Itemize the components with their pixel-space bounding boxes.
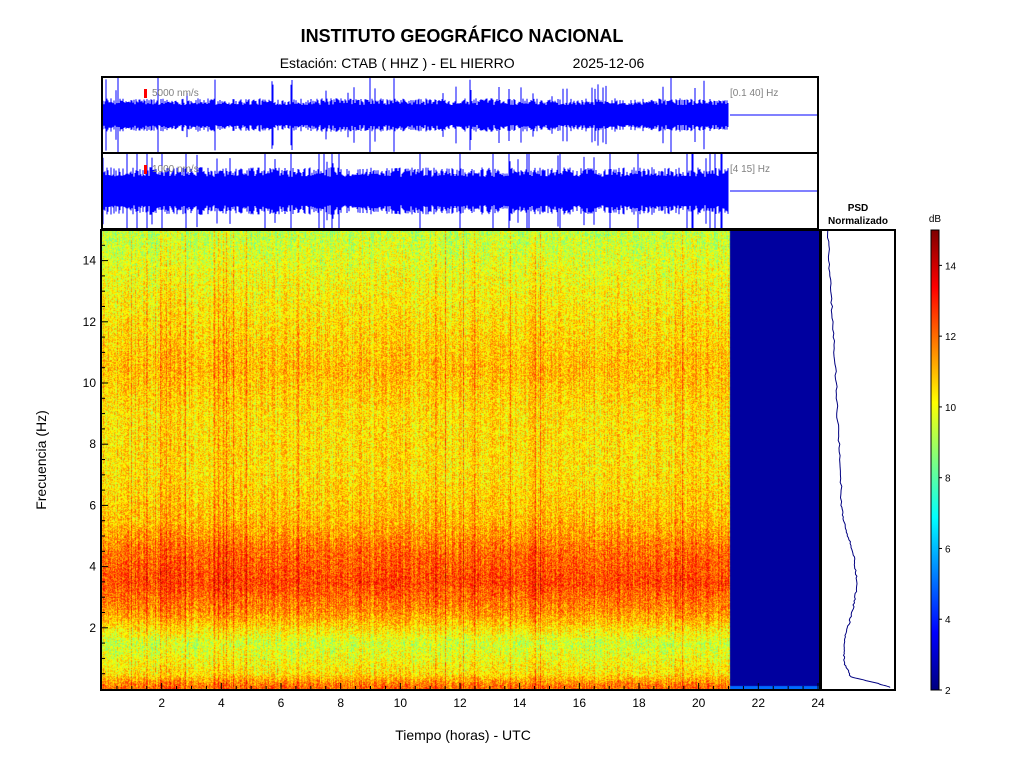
date-label: 2025-12-06 — [572, 55, 645, 71]
chart-title: INSTITUTO GEOGRÁFICO NACIONAL — [300, 26, 624, 46]
colorbar-label: dB — [929, 214, 942, 225]
x-tick-label: 6 — [278, 696, 285, 710]
colorbar-axis: 2 4 6 8 10 12 14 — [939, 261, 957, 697]
colorbar-gradient — [930, 229, 940, 691]
x-axis: 2 4 6 8 10 12 14 16 18 20 22 24 — [116, 683, 825, 710]
colorbar-tick-label: 4 — [945, 615, 951, 626]
colorbar-tick-label: 10 — [945, 403, 957, 414]
x-tick-label: 16 — [573, 696, 587, 710]
band-label: [4 15] Hz — [730, 164, 770, 175]
psd-panel: PSD Normalizado — [820, 203, 896, 691]
x-tick-label: 22 — [752, 696, 766, 710]
y-tick-label: 2 — [89, 621, 96, 635]
y-tick-label: 10 — [83, 376, 97, 390]
scale-marker — [144, 89, 147, 98]
y-tick-label: 6 — [89, 498, 96, 512]
seismogram-filtered-panel: 1000 nm/s [4 15] Hz — [101, 152, 819, 230]
x-tick-label: 20 — [692, 696, 706, 710]
x-tick-label: 18 — [632, 696, 646, 710]
x-axis-label: Tiempo (horas) - UTC — [395, 727, 531, 743]
x-tick-label: 4 — [218, 696, 225, 710]
colorbar-tick-label: 6 — [945, 544, 951, 555]
x-tick-label: 14 — [513, 696, 527, 710]
y-tick-label: 12 — [83, 315, 97, 329]
x-tick-label: 2 — [158, 696, 165, 710]
x-tick-label: 8 — [337, 696, 344, 710]
y-tick-label: 8 — [89, 437, 96, 451]
x-tick-label: 10 — [394, 696, 408, 710]
y-tick-label: 14 — [83, 254, 97, 268]
seismogram-broadband-panel: 5000 nm/s [0.1 40] Hz — [101, 76, 819, 154]
psd-subtitle: Normalizado — [828, 216, 888, 227]
colorbar-tick-label: 8 — [945, 474, 951, 485]
colorbar-tick-label: 14 — [945, 261, 957, 272]
chart-subtitle: Estación: CTAB ( HHZ ) - EL HIERRO 2025-1… — [0, 55, 924, 71]
spectrogram-image — [101, 230, 820, 690]
psd-frame — [820, 229, 896, 691]
scale-marker — [144, 165, 147, 174]
band-label: [0.1 40] Hz — [730, 88, 778, 99]
colorbar-tick-label: 2 — [945, 686, 951, 697]
psd-line — [826, 229, 891, 688]
y-axis: 2 4 6 8 10 12 14 — [83, 244, 108, 675]
psd-title: PSD — [848, 203, 869, 214]
colorbar-tick-label: 12 — [945, 332, 957, 343]
colorbar: dB 2 4 6 8 10 12 14 — [929, 214, 957, 697]
y-axis-label: Frecuencia (Hz) — [33, 410, 49, 510]
scale-label: 1000 nm/s — [152, 164, 199, 175]
y-tick-label: 4 — [89, 560, 96, 574]
x-tick-label: 24 — [811, 696, 825, 710]
scale-label: 5000 nm/s — [152, 88, 199, 99]
x-tick-label: 12 — [453, 696, 467, 710]
station-label: Estación: CTAB ( HHZ ) - EL HIERRO — [279, 55, 515, 71]
